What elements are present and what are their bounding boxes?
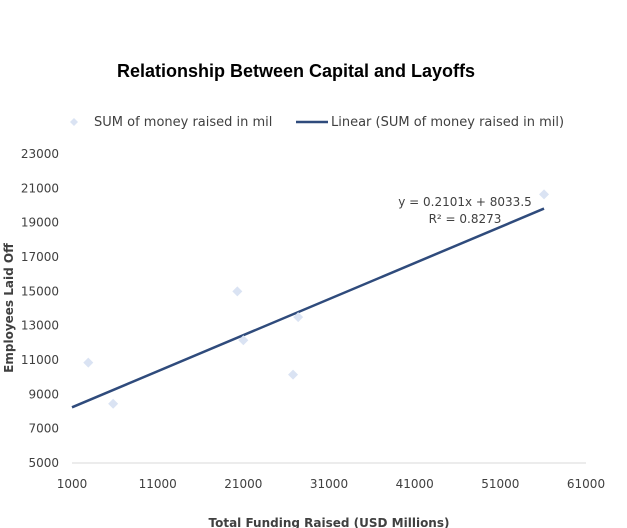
x-tick-label: 41000	[396, 477, 434, 491]
y-tick-label: 19000	[21, 216, 59, 230]
data-point	[232, 286, 242, 296]
y-tick-label: 23000	[21, 147, 59, 161]
y-tick-label: 21000	[21, 181, 59, 195]
trendline	[72, 209, 544, 408]
x-tick-label: 11000	[139, 477, 177, 491]
y-tick-label: 13000	[21, 319, 59, 333]
x-axis-title: Total Funding Raised (USD Millions)	[209, 516, 450, 528]
data-point	[288, 370, 298, 380]
x-axis-ticks: 1000 11000 21000 31000 41000 51000 61000	[57, 477, 605, 491]
legend-marker-scatter	[70, 118, 78, 126]
chart-title: Relationship Between Capital and Layoffs	[117, 61, 475, 81]
trendline-r-squared: R² = 0.8273	[429, 212, 502, 226]
x-tick-label: 51000	[481, 477, 519, 491]
legend: SUM of money raised in mil Linear (SUM o…	[70, 115, 564, 130]
y-tick-label: 17000	[21, 250, 59, 264]
y-axis-ticks: 5000 7000 9000 11000 13000 15000 17000 19000 210…	[21, 147, 59, 470]
legend-label-scatter: SUM of money raised in mil	[94, 115, 272, 130]
y-tick-label: 11000	[21, 353, 59, 367]
x-tick-label: 1000	[57, 477, 88, 491]
trendline-equation: y = 0.2101x + 8033.5	[398, 195, 532, 209]
y-tick-label: 7000	[28, 422, 59, 436]
y-tick-label: 15000	[21, 284, 59, 298]
y-tick-label: 5000	[28, 456, 59, 470]
data-point	[83, 358, 93, 368]
x-tick-label: 61000	[567, 477, 605, 491]
x-tick-label: 31000	[310, 477, 348, 491]
trendline-layer	[72, 209, 544, 408]
data-point	[108, 399, 118, 409]
y-tick-label: 9000	[28, 387, 59, 401]
y-axis-title: Employees Laid Off	[2, 243, 16, 373]
legend-label-trendline: Linear (SUM of money raised in mil)	[331, 115, 564, 130]
x-tick-label: 21000	[224, 477, 262, 491]
data-point	[539, 189, 549, 199]
